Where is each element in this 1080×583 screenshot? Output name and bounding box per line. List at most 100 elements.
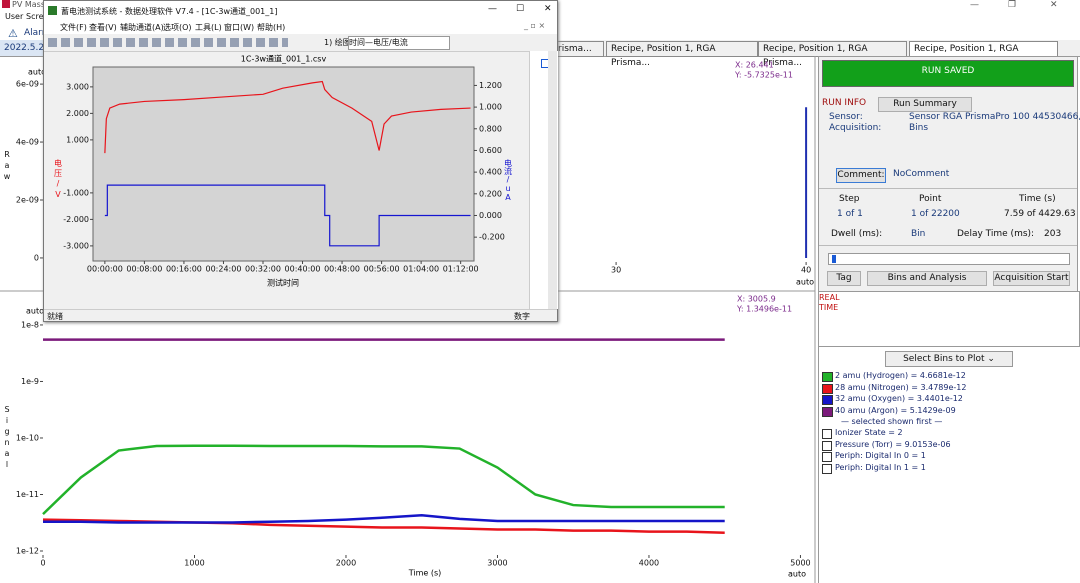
status-right: 数字 bbox=[514, 312, 530, 321]
run-info: RUN INFO bbox=[822, 98, 867, 108]
y-tick-label: 0 bbox=[34, 253, 39, 262]
legend-label: 32 amu (Oxygen) = 3.4401e-12 bbox=[835, 394, 963, 403]
slider-thumb[interactable] bbox=[832, 255, 836, 263]
minimize[interactable]: — bbox=[970, 0, 979, 10]
plot-label: 1) 绘图 bbox=[324, 38, 351, 47]
series-line bbox=[104, 80, 471, 154]
legend-label: 28 amu (Nitrogen) = 3.4789e-12 bbox=[835, 382, 967, 392]
chart-title: 1C-3w通道_001_1.csv bbox=[241, 54, 327, 64]
alarm-icon: ⚠ bbox=[8, 27, 18, 40]
auto-label: auto bbox=[26, 307, 44, 316]
tab[interactable]: Recipe, Position 1, RGA Prisma... bbox=[606, 41, 758, 68]
x-tick-label: 0 bbox=[40, 559, 45, 568]
bins-select[interactable]: Select Bins to Plot ⌄ bbox=[885, 351, 1013, 367]
checkbox[interactable] bbox=[822, 463, 832, 474]
legend-swatch[interactable] bbox=[822, 372, 833, 382]
child-controls[interactable]: _ ▫ × bbox=[524, 21, 546, 30]
x-tick-label: 01:12:00 bbox=[443, 265, 479, 274]
menu-item[interactable]: 选项(O) bbox=[163, 23, 192, 32]
auto-label: auto bbox=[796, 278, 814, 287]
separator bbox=[819, 188, 1077, 189]
legend-swatch[interactable] bbox=[822, 395, 833, 405]
app-icon bbox=[2, 0, 10, 8]
app-title: PV Mass bbox=[12, 0, 45, 9]
y2-tick-label: 0.400 bbox=[479, 168, 502, 177]
y2-tick-label: 0.000 bbox=[479, 211, 502, 220]
inset-side-pane bbox=[529, 51, 558, 309]
column-header: Time (s) bbox=[1019, 194, 1056, 204]
close[interactable]: ✕ bbox=[544, 4, 552, 14]
y-tick-label: 2e-09 bbox=[16, 195, 39, 204]
menu-item[interactable]: 文件(F) bbox=[60, 23, 87, 32]
y2-tick-label: 0.600 bbox=[479, 146, 502, 155]
legend-swatch[interactable] bbox=[822, 406, 833, 417]
plot-select-label: 时间—电压/电流 bbox=[349, 38, 408, 47]
menu-item[interactable]: Scre bbox=[26, 12, 44, 21]
x-tick-label: 00:08:00 bbox=[126, 265, 162, 274]
tab-label: risma... bbox=[558, 44, 592, 54]
inset-titlebar: 蓄电池测试系统 - 数据处理软件 V7.4 - [1C-3w通道_001_1] … bbox=[44, 1, 557, 21]
menu-item[interactable]: 窗口(W) bbox=[224, 23, 255, 32]
comment-button[interactable]: Comment: bbox=[836, 168, 886, 183]
checkbox[interactable] bbox=[822, 429, 832, 439]
column-header: Point bbox=[919, 194, 942, 204]
plot-select[interactable]: 时间—电压/电流 bbox=[348, 36, 450, 50]
maximize[interactable]: ☐ bbox=[516, 4, 525, 14]
checkbox[interactable] bbox=[822, 440, 832, 451]
x-tick-label: 00:56:00 bbox=[364, 265, 400, 274]
toolbar-icons[interactable] bbox=[48, 38, 288, 47]
run-status: RUN SAVED bbox=[822, 60, 1074, 87]
button[interactable]: Tag bbox=[827, 271, 861, 286]
tab-label: Recipe, Position 1, RGA Prisma... bbox=[611, 44, 716, 68]
inset-chart: 3.000 2.000 1.000 -1.000 -2.000 -3.000 1.200 1.… bbox=[54, 54, 513, 288]
menu-item[interactable]: 辅助通道(A) bbox=[120, 23, 164, 32]
legend-label: 2 amu (Hydrogen) = 4.6681e-12 bbox=[835, 371, 966, 380]
series-line bbox=[43, 513, 725, 524]
inset-statusbar: 就绪 数字 bbox=[44, 309, 557, 322]
y2-tick-label: 1.200 bbox=[479, 81, 502, 90]
cursor-x: X: 26.441 bbox=[735, 61, 774, 70]
cursor-x: X: 3005.9 bbox=[737, 295, 776, 304]
y-tick-label: -2.000 bbox=[63, 215, 89, 224]
y-tick-label: 3.000 bbox=[66, 82, 89, 91]
delay-label: Delay Time (ms): bbox=[957, 229, 1035, 239]
alarm[interactable]: Alarm bbox=[24, 28, 51, 38]
real-time: REAL bbox=[819, 293, 840, 302]
checkbox[interactable] bbox=[822, 452, 832, 462]
scrollbar[interactable] bbox=[548, 51, 557, 309]
y-tick-label: 1e-10 bbox=[16, 433, 39, 442]
bin-item: Pressure (Torr) = 9.0153e-06 bbox=[835, 439, 951, 449]
real-time-panel: REAL TIME bbox=[818, 291, 1080, 347]
comment: NoComment bbox=[893, 169, 950, 179]
run-panel: RUN SAVED RUN INFO Run Summary Sensor: S… bbox=[818, 56, 1080, 292]
button[interactable]: Bins and Analysis bbox=[867, 271, 987, 286]
series-line bbox=[104, 184, 471, 247]
menu-item[interactable]: User bbox=[5, 12, 24, 21]
y2-tick-label: 0.800 bbox=[479, 124, 502, 133]
x-tick-label: 00:32:00 bbox=[245, 265, 281, 274]
legend-swatch[interactable] bbox=[822, 383, 833, 394]
x-tick-label: 1000 bbox=[184, 559, 204, 568]
button[interactable]: Acquisition Start bbox=[993, 271, 1070, 286]
y-axis-label: 电压/V bbox=[54, 158, 63, 201]
x-tick-label: 00:00:00 bbox=[87, 265, 123, 274]
run-summary-button[interactable]: Run Summary bbox=[878, 97, 972, 112]
menu-item[interactable]: 帮助(H) bbox=[257, 23, 286, 32]
bins-select-label: Select Bins to Plot bbox=[903, 354, 985, 364]
status: 就绪 bbox=[47, 312, 63, 321]
menu-item[interactable]: 查看(V) bbox=[89, 23, 117, 32]
x-tick-label: 40 bbox=[801, 266, 811, 275]
minimize[interactable]: — bbox=[488, 4, 497, 14]
x-axis-label: 测试时间 bbox=[267, 278, 299, 288]
separator bbox=[819, 245, 1077, 246]
inset-window: 蓄电池测试系统 - 数据处理软件 V7.4 - [1C-3w通道_001_1] … bbox=[43, 0, 558, 322]
bin-item: Periph: Digital In 0 = 1 bbox=[835, 451, 926, 460]
x-tick-label: 00:48:00 bbox=[324, 265, 360, 274]
cursor-y: Y: -5.7325e-11 bbox=[734, 71, 793, 80]
close[interactable]: ✕ bbox=[1050, 0, 1058, 10]
inset-icon bbox=[48, 6, 57, 15]
slider[interactable] bbox=[828, 253, 1070, 265]
delay: 203 bbox=[1044, 229, 1062, 239]
maximize[interactable]: ❐ bbox=[1008, 0, 1017, 10]
menu-item[interactable]: 工具(L) bbox=[195, 23, 222, 32]
